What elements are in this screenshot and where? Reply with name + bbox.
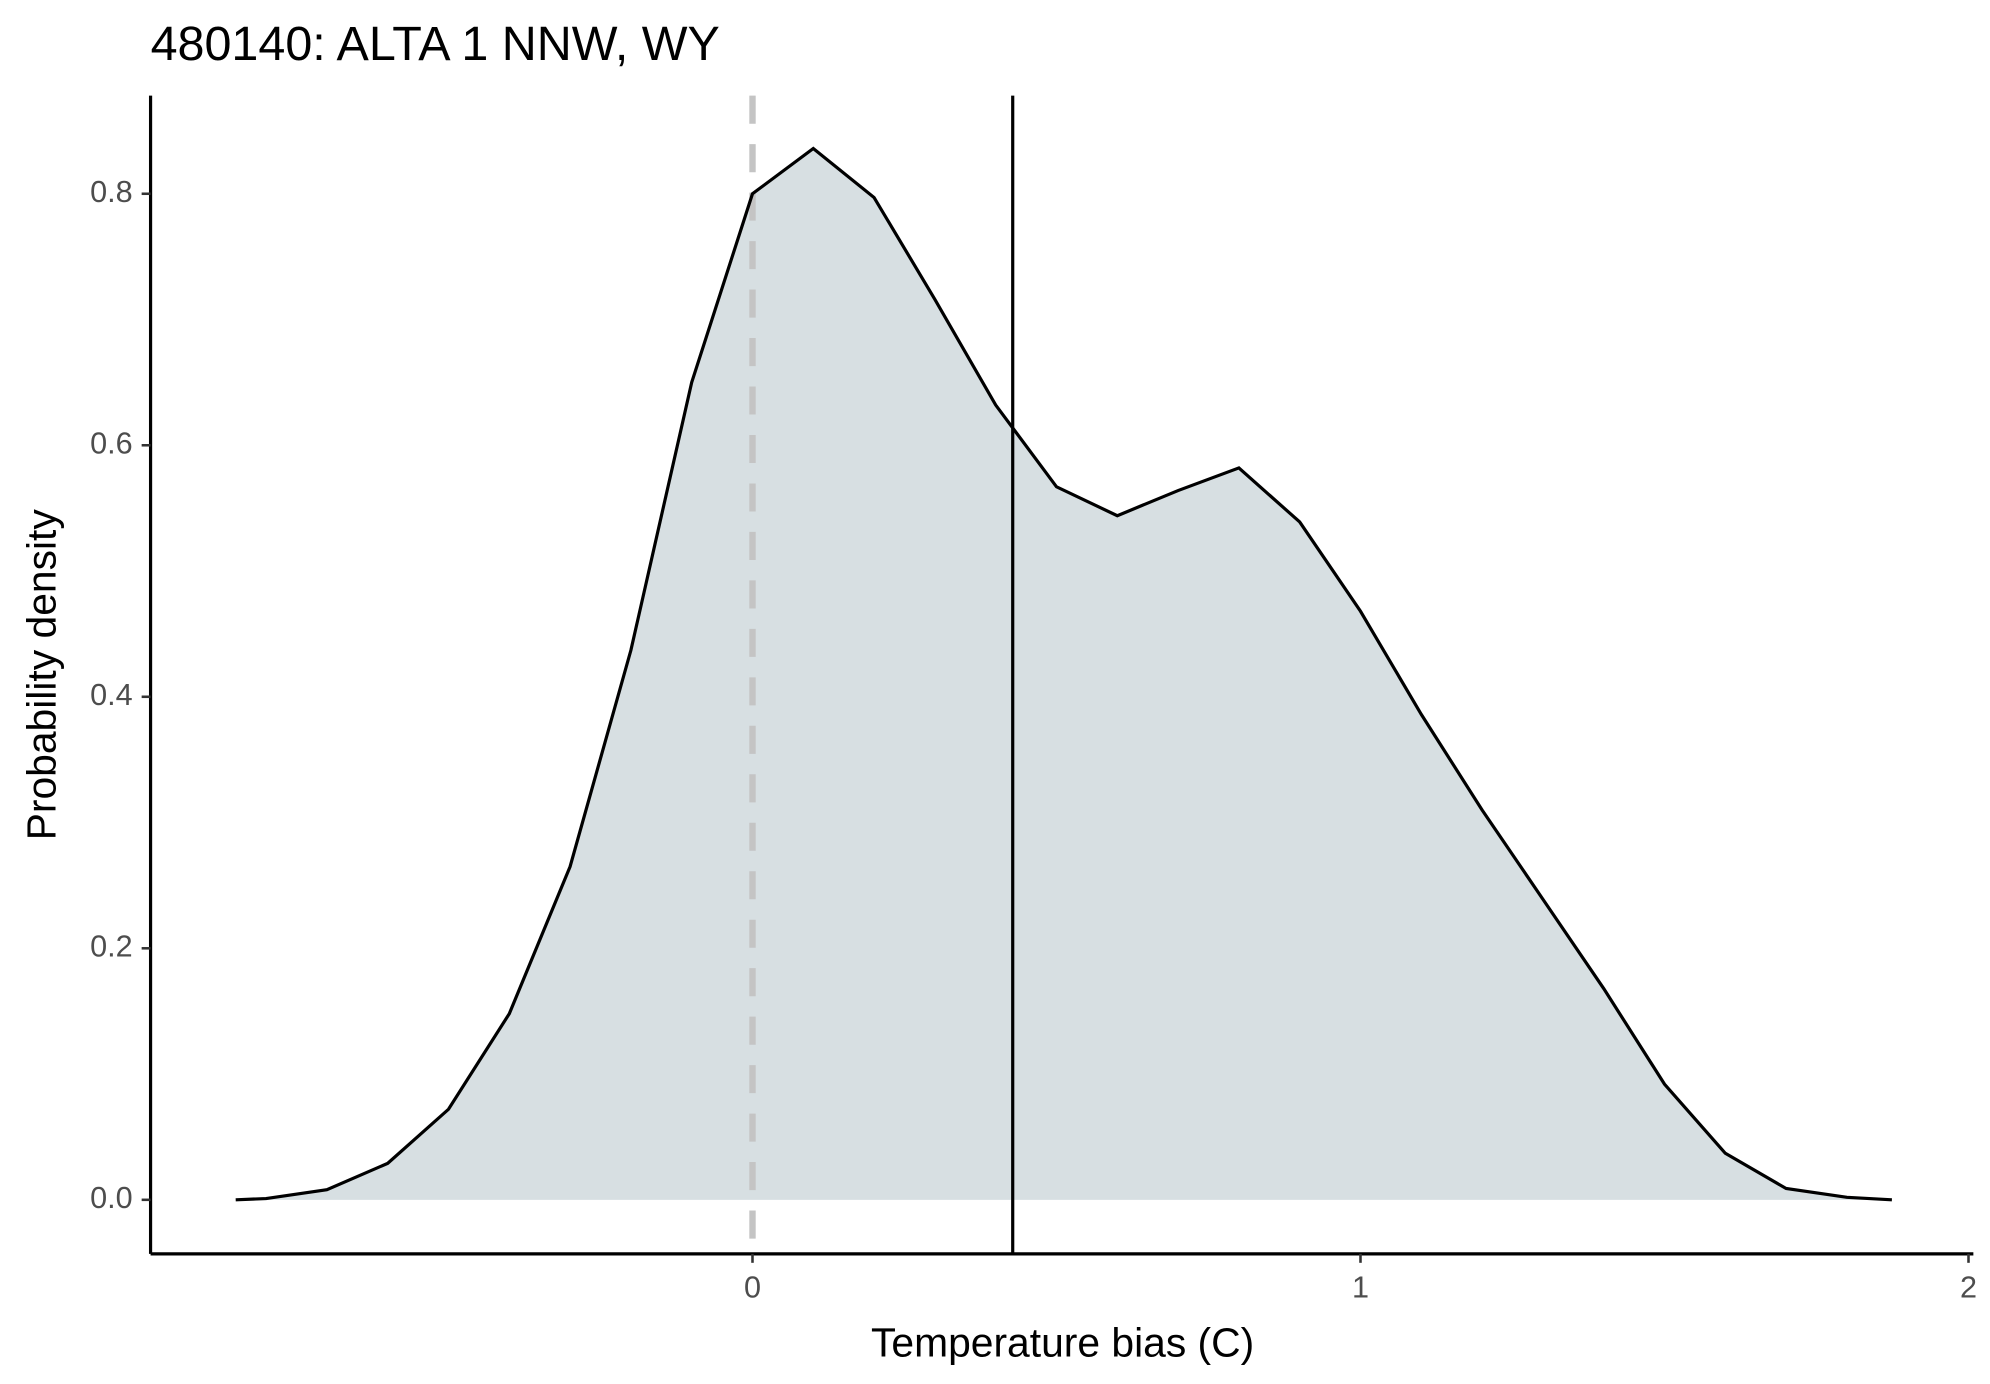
x-tick-label: 1 — [1352, 1271, 1369, 1305]
y-tick-label: 0.8 — [90, 175, 133, 209]
x-tick-label: 0 — [744, 1271, 761, 1305]
y-tick-label: 0.0 — [90, 1181, 133, 1215]
y-tick-label: 0.2 — [90, 929, 133, 963]
y-tick-label: 0.6 — [90, 426, 133, 460]
density-line — [235, 146, 1892, 1202]
chart-title: 480140: ALTA 1 NNW, WY — [151, 17, 720, 71]
x-tick-label: 2 — [1960, 1271, 1977, 1305]
x-axis-label: Temperature bias (C) — [871, 1320, 1254, 1366]
y-axis-label: Probability density — [18, 509, 64, 841]
y-tick-label: 0.4 — [90, 678, 133, 712]
density-area — [235, 148, 1892, 1200]
